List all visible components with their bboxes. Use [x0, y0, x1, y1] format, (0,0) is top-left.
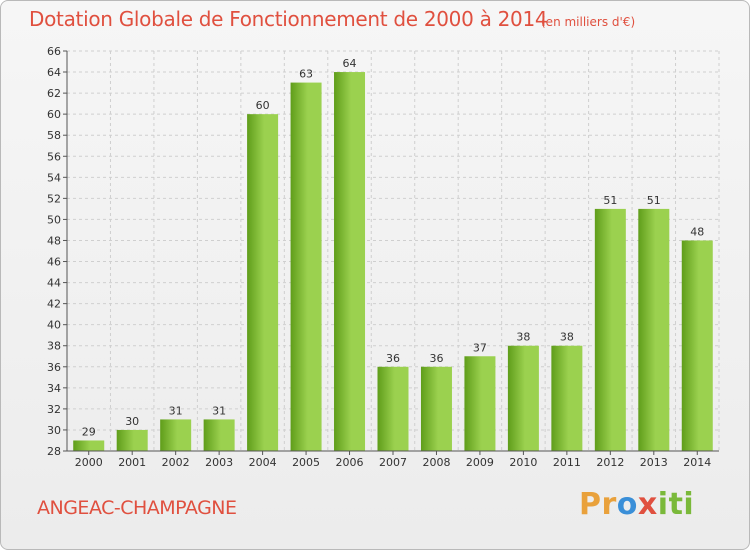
x-tick-label: 2008 [422, 456, 450, 469]
logo-part: Pr [579, 487, 617, 522]
x-tick-label: 2013 [640, 456, 668, 469]
bar [551, 345, 583, 451]
y-tick-label: 30 [47, 424, 61, 437]
x-tick-label: 2014 [683, 456, 711, 469]
x-tick-label: 2004 [249, 456, 277, 469]
chart-subtitle: (en milliers d'€) [541, 15, 636, 29]
x-tick-label: 2001 [118, 456, 146, 469]
y-tick-label: 48 [47, 234, 61, 247]
bar [507, 345, 539, 451]
y-tick-label: 60 [47, 108, 61, 121]
bar [638, 208, 670, 451]
x-tick-label: 2002 [162, 456, 190, 469]
data-label: 36 [429, 352, 443, 365]
commune-name: ANGEAC-CHAMPAGNE [37, 497, 237, 519]
data-label: 64 [343, 57, 357, 70]
bar [464, 356, 496, 451]
x-tick-label: 2010 [509, 456, 537, 469]
data-label: 30 [125, 415, 139, 428]
data-label: 31 [169, 404, 183, 417]
y-tick-label: 34 [47, 382, 61, 395]
x-tick-label: 2005 [292, 456, 320, 469]
chart-title: Dotation Globale de Fonctionnement de 20… [29, 7, 548, 31]
y-tick-label: 52 [47, 192, 61, 205]
bar [420, 366, 452, 451]
y-tick-label: 46 [47, 256, 61, 269]
data-label: 51 [647, 194, 661, 207]
y-tick-label: 36 [47, 361, 61, 374]
y-tick-label: 54 [47, 171, 61, 184]
data-label: 31 [212, 404, 226, 417]
y-tick-label: 62 [47, 87, 61, 100]
data-label: 63 [299, 68, 313, 81]
bar [290, 82, 322, 451]
logo-part: x [637, 487, 658, 522]
bar [116, 429, 148, 451]
bar [160, 419, 192, 451]
x-tick-label: 2007 [379, 456, 407, 469]
x-tick-label: 2000 [75, 456, 103, 469]
y-tick-label: 38 [47, 340, 61, 353]
data-label: 36 [386, 352, 400, 365]
y-tick-label: 40 [47, 319, 61, 332]
x-tick-label: 2009 [466, 456, 494, 469]
x-tick-label: 2006 [336, 456, 364, 469]
bar [681, 240, 713, 451]
proxiti-logo: Proxiti [579, 487, 694, 522]
y-tick-label: 50 [47, 213, 61, 226]
y-tick-label: 58 [47, 129, 61, 142]
bar [247, 114, 279, 451]
data-label: 38 [560, 331, 574, 344]
data-label: 29 [82, 425, 96, 438]
logo-part: iti [657, 487, 695, 522]
y-tick-label: 28 [47, 445, 61, 458]
data-label: 60 [256, 99, 270, 112]
data-label: 51 [603, 194, 617, 207]
bar [594, 208, 626, 451]
y-tick-label: 44 [47, 277, 61, 290]
y-tick-label: 56 [47, 150, 61, 163]
data-label: 48 [690, 225, 704, 238]
bar [203, 419, 235, 451]
x-tick-label: 2012 [596, 456, 624, 469]
x-tick-label: 2003 [205, 456, 233, 469]
data-label: 38 [516, 331, 530, 344]
y-tick-label: 64 [47, 66, 61, 79]
x-tick-label: 2011 [553, 456, 581, 469]
y-tick-label: 42 [47, 298, 61, 311]
y-tick-label: 66 [47, 45, 61, 58]
bar [377, 366, 409, 451]
data-label: 37 [473, 341, 487, 354]
bar [334, 72, 366, 451]
bar [73, 440, 105, 451]
logo-part: o [616, 487, 638, 522]
y-tick-label: 32 [47, 403, 61, 416]
